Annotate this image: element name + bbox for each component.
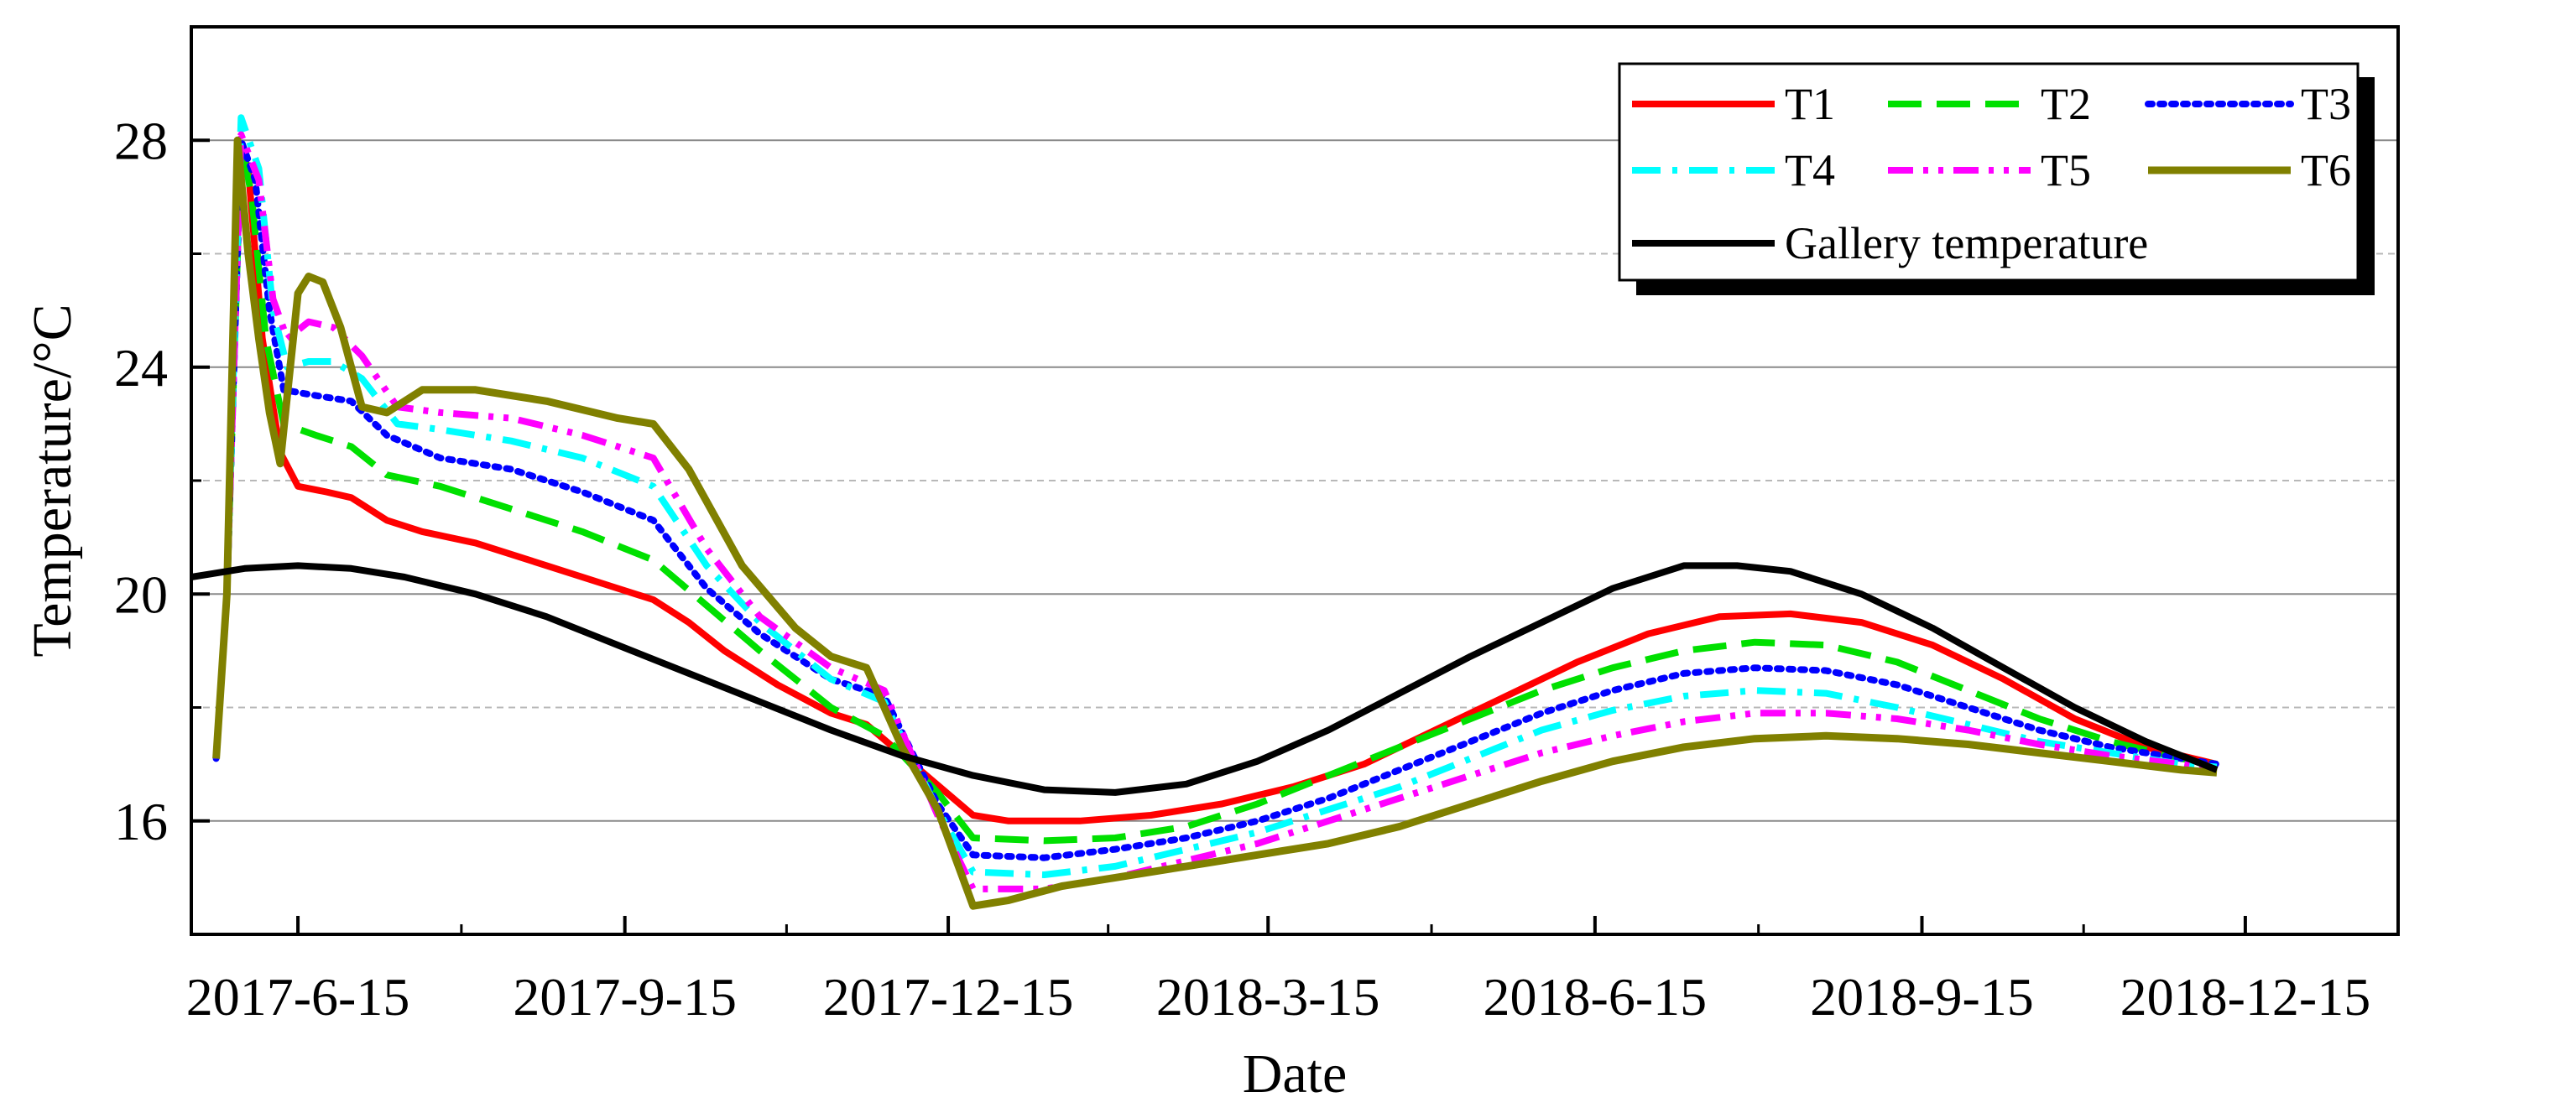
series-line-t4 — [212, 114, 2218, 878]
series-line-t2 — [212, 137, 2218, 845]
y-tick-label-0: 16 — [114, 792, 168, 851]
legend-label-t1: T1 — [1785, 79, 1835, 129]
x-axis-ticks: 2017-6-15 2017-9-15 2017-12-15 2018-3-15 201… — [186, 916, 2370, 1027]
x-tick-label-4: 2018-6-15 — [1484, 967, 1708, 1027]
x-tick-label-0: 2017-6-15 — [186, 967, 410, 1027]
legend-label-t2: T2 — [2041, 79, 2091, 129]
x-tick-label-1: 2017-9-15 — [513, 967, 737, 1027]
series-line-t3 — [212, 137, 2220, 861]
legend-entries: T1 T2 T3 T4 T5 T6 Gallery temperature — [1632, 79, 2351, 268]
series-line-t6 — [212, 136, 2218, 910]
legend-label-t5: T5 — [2041, 145, 2091, 195]
y-tick-label-1: 20 — [114, 564, 168, 624]
series-lines — [190, 114, 2220, 910]
x-axis-title: Date — [1243, 1043, 1348, 1105]
legend-label-t4: T4 — [1785, 145, 1835, 195]
y-axis-ticks: 16 20 24 28 — [114, 111, 210, 851]
series-line-t5 — [212, 131, 2218, 892]
x-tick-label-2: 2017-12-15 — [823, 967, 1074, 1027]
y-tick-label-3: 28 — [114, 111, 168, 170]
x-tick-label-6: 2018-12-15 — [2120, 967, 2371, 1027]
y-tick-label-2: 24 — [114, 338, 168, 398]
legend-label-gallery-temperature: Gallery temperature — [1785, 218, 2148, 268]
x-tick-label-5: 2018-9-15 — [1810, 967, 2034, 1027]
legend: T1 T2 T3 T4 T5 T6 Gallery temperature — [1618, 62, 2375, 295]
legend-label-t6: T6 — [2301, 145, 2351, 195]
y-axis-title: Temperature/°C — [22, 304, 83, 657]
x-tick-label-3: 2018-3-15 — [1156, 967, 1380, 1027]
legend-label-t3: T3 — [2301, 79, 2351, 129]
series-line-gallery-temperature — [190, 562, 2219, 796]
